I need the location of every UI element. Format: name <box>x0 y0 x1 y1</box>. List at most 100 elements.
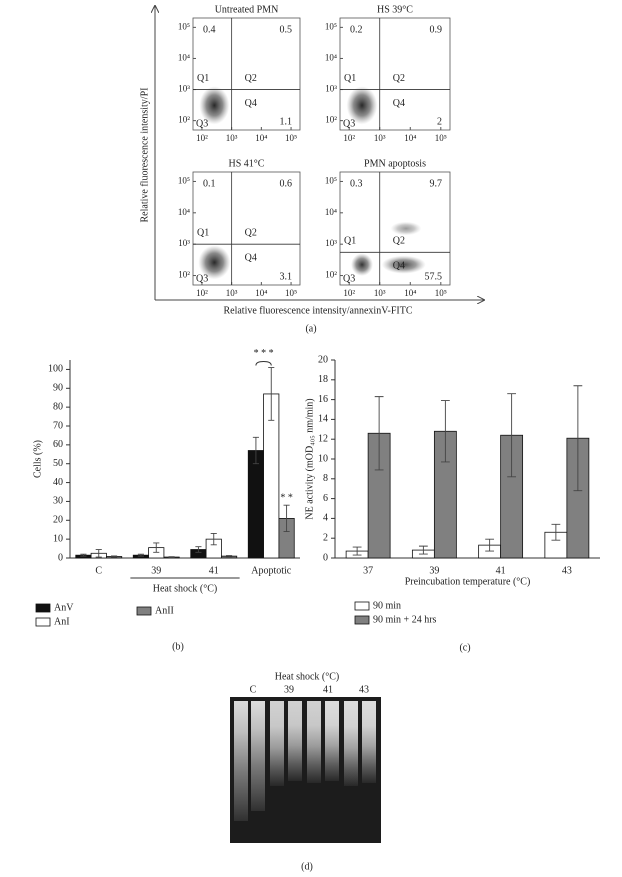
y-tick-label: 90 <box>53 383 63 394</box>
y-tick-label: 80 <box>53 401 63 412</box>
y-tick-label: 10³ <box>178 84 190 94</box>
y-tick-label: 10 <box>53 533 63 544</box>
y-tick-label: 10⁴ <box>325 207 337 217</box>
quadrant-label: Q3 <box>343 118 355 129</box>
group-label: Heat shock (°C) <box>153 583 218 594</box>
y-tick-label: 10² <box>178 270 190 280</box>
error-bar <box>137 553 144 557</box>
y-tick-label: 30 <box>53 496 63 507</box>
x-tick-label: 41 <box>209 565 219 576</box>
quadrant-label: Q3 <box>343 273 355 284</box>
y-tick-label: 10² <box>325 270 337 280</box>
legend-swatch <box>35 617 51 627</box>
plot-frame <box>192 17 301 131</box>
y-tick-label: 60 <box>53 439 63 450</box>
x-axis-label: Preincubation temperature (°C) <box>405 576 531 587</box>
y-axis-label: NE activity (mOD₄₀₅ nm/min) <box>304 398 315 519</box>
legend-label: AnII <box>155 605 174 616</box>
quadrant-label: Q1 <box>197 227 209 238</box>
y-tick-label: 10³ <box>325 238 337 248</box>
y-tick-label: 50 <box>53 458 63 469</box>
x-tick-label: 10³ <box>374 288 386 298</box>
panel-label: (c) <box>459 642 470 653</box>
y-tick-label: 10⁵ <box>178 21 190 31</box>
x-axis-label: Relative fluorescence intensity/annexinV… <box>223 305 412 316</box>
error-bar <box>268 367 275 421</box>
error-bar <box>153 542 160 553</box>
error-bar <box>210 533 217 546</box>
x-tick-label: 10⁴ <box>404 133 416 143</box>
plot-title: Untreated PMN <box>215 4 279 15</box>
y-tick-label: 6 <box>323 493 328 504</box>
x-tick-label: 39 <box>429 565 439 576</box>
error-bar <box>352 546 362 556</box>
quadrant-label: Q2 <box>393 236 405 247</box>
quadrant-value: 9.7 <box>430 178 443 189</box>
cell-cloud <box>199 86 230 125</box>
y-tick-label: 40 <box>53 477 63 488</box>
quadrant-label: Q4 <box>393 98 405 109</box>
y-tick-label: 10⁴ <box>325 53 337 63</box>
y-tick-label: 20 <box>53 515 63 526</box>
y-tick-label: 10⁵ <box>325 21 337 31</box>
x-tick-label: 10³ <box>374 133 386 143</box>
quadrant-label: Q3 <box>196 118 208 129</box>
x-tick-label: 10⁵ <box>435 133 447 143</box>
gel-title: Heat shock (°C) <box>275 671 340 682</box>
quadrant-label: Q3 <box>196 273 208 284</box>
y-tick-label: 10² <box>325 115 337 125</box>
x-tick-label: 41 <box>496 565 506 576</box>
y-tick-label: 10⁵ <box>178 176 190 186</box>
error-bar <box>573 385 583 492</box>
legend-swatch <box>35 603 51 613</box>
quadrant-value: 0.4 <box>203 24 216 35</box>
panel-label: (d) <box>301 861 313 872</box>
y-tick-label: 10⁴ <box>178 207 190 217</box>
plot-frame <box>339 17 451 131</box>
quadrant-label: Q1 <box>344 73 356 84</box>
x-tick-label: C <box>95 565 102 576</box>
x-tick-label: 10⁴ <box>255 288 267 298</box>
bar <box>247 450 264 559</box>
quadrant-value: 0.2 <box>350 24 363 35</box>
y-tick-label: 8 <box>323 473 328 484</box>
y-tick-label: 10³ <box>325 84 337 94</box>
plot-frame <box>339 171 451 286</box>
x-tick-label: 37 <box>363 565 373 576</box>
error-bar <box>551 523 561 541</box>
error-bar <box>374 396 384 471</box>
y-tick-label: 14 <box>318 414 328 425</box>
error-bar <box>226 555 233 558</box>
quadrant-label: Q2 <box>393 73 405 84</box>
legend-swatch <box>354 615 370 625</box>
quadrant-value: 0.6 <box>280 178 293 189</box>
quadrant-label: Q4 <box>393 261 405 272</box>
x-tick-label: 39 <box>151 565 161 576</box>
y-tick-label: 100 <box>48 364 63 375</box>
quadrant-label: Q1 <box>344 236 356 247</box>
plot-frame <box>192 171 301 286</box>
legend-label: AnV <box>54 602 74 613</box>
quadrant-label: Q4 <box>245 252 257 263</box>
plot-title: HS 39°C <box>377 4 413 15</box>
x-tick-label: 10⁴ <box>404 288 416 298</box>
quadrant-value: 0.1 <box>203 178 216 189</box>
quadrant-value: 0.9 <box>430 24 443 35</box>
significance-mark: * * <box>280 492 293 503</box>
error-bar <box>111 555 118 558</box>
y-axis-label: Cells (%) <box>32 440 43 478</box>
x-tick-label: 10⁴ <box>255 133 267 143</box>
x-tick-label: 10⁵ <box>285 288 297 298</box>
panel-label: (a) <box>305 323 316 334</box>
error-bar <box>195 546 202 553</box>
x-tick-label: 10⁵ <box>285 133 297 143</box>
quadrant-value: 1.1 <box>280 116 293 127</box>
x-tick-label: Apoptotic <box>251 565 292 576</box>
y-tick-label: 0 <box>323 552 328 563</box>
y-tick-label: 2 <box>323 532 328 543</box>
y-tick-label: 0 <box>58 552 63 563</box>
y-tick-label: 18 <box>318 374 328 385</box>
x-tick-label: 10³ <box>226 133 238 143</box>
